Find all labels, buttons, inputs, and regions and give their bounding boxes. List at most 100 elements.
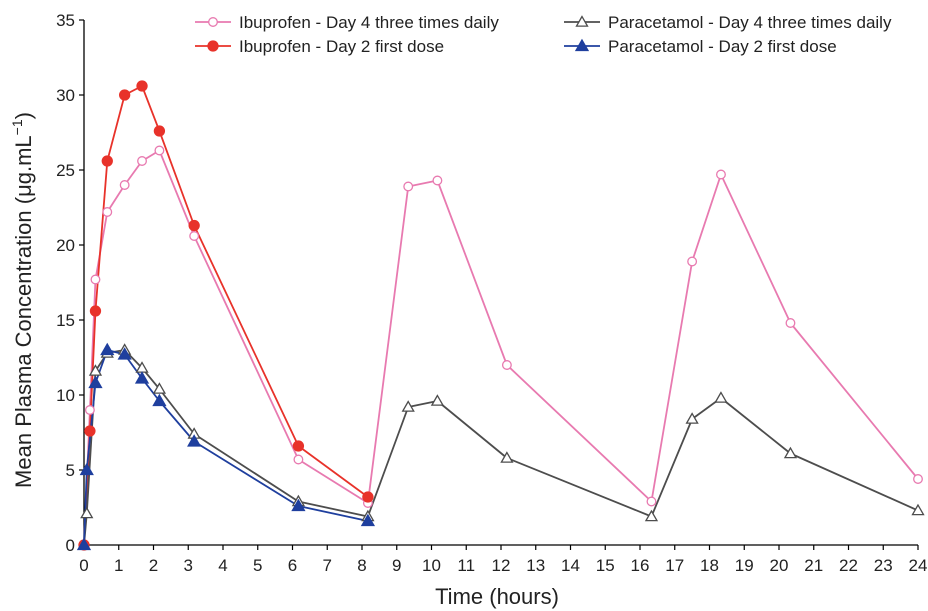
data-point	[154, 145, 165, 156]
legend-marker	[574, 38, 590, 52]
data-point	[500, 451, 514, 463]
x-tick-label: 17	[665, 556, 684, 575]
legend: Ibuprofen - Day 4 three times daily Ibupr…	[195, 13, 892, 56]
x-tick-label: 22	[839, 556, 858, 575]
x-tick-label: 14	[561, 556, 580, 575]
y-tick-label: 5	[66, 461, 75, 480]
data-point	[79, 462, 94, 476]
data-point	[785, 318, 796, 328]
data-point	[119, 89, 131, 101]
legend-label: Paracetamol - Day 2 first dose	[608, 37, 837, 56]
axes	[83, 20, 918, 546]
legend-label: Paracetamol - Day 4 three times daily	[608, 13, 892, 32]
data-point	[88, 375, 103, 389]
data-point	[152, 393, 167, 407]
data-point	[89, 305, 102, 317]
data-point	[134, 371, 150, 384]
data-point	[90, 274, 101, 285]
data-point	[80, 506, 94, 519]
data-point	[401, 400, 415, 412]
data-point	[403, 181, 414, 192]
x-tick-label: 3	[184, 556, 193, 575]
data-point	[362, 491, 374, 503]
y-axis-label-close: )	[11, 112, 36, 119]
x-tick-label: 6	[288, 556, 297, 575]
series-line-3	[83, 349, 369, 546]
data-point	[783, 446, 798, 459]
x-axis-ticks: 0 1 2 3 4 5 6 7 8 9 10 11 12 13 14 15 16 17 18 19 20 21 22 23 24	[79, 545, 927, 575]
y-axis-label-main: Mean Plasma Concentration (μg.mL	[11, 135, 36, 488]
data-point	[153, 125, 166, 137]
x-tick-label: 16	[631, 556, 650, 575]
data-point	[644, 509, 659, 522]
data-point	[716, 169, 726, 180]
x-tick-label: 12	[492, 556, 511, 575]
data-point	[88, 364, 103, 376]
data-point	[100, 342, 115, 356]
y-axis-ticks: 0 5 10 15 20 25 30 35	[56, 11, 84, 555]
x-tick-label: 18	[700, 556, 719, 575]
data-point	[687, 256, 698, 267]
data-point	[137, 156, 147, 166]
data-point	[360, 513, 376, 527]
data-point	[152, 382, 167, 394]
x-tick-label: 21	[804, 556, 823, 575]
data-point	[293, 454, 304, 465]
y-tick-label: 20	[56, 236, 75, 255]
data-point	[646, 496, 657, 507]
y-tick-label: 0	[66, 536, 75, 555]
series-line-0	[83, 149, 919, 546]
data-point	[101, 155, 113, 167]
series-lines	[83, 85, 919, 546]
y-axis-label-superscript: −1	[9, 119, 25, 135]
data-point	[685, 412, 699, 424]
data-point	[102, 207, 113, 217]
data-point	[714, 391, 728, 403]
data-point	[189, 231, 200, 241]
x-tick-label: 8	[357, 556, 366, 575]
y-tick-label: 35	[56, 11, 75, 30]
y-axis-label: Mean Plasma Concentration (μg.mL−1)	[9, 112, 36, 488]
x-tick-label: 23	[874, 556, 893, 575]
x-axis-label: Time (hours)	[435, 584, 559, 609]
legend-marker	[575, 15, 589, 27]
data-point	[432, 175, 443, 186]
x-tick-label: 11	[457, 556, 475, 575]
x-tick-label: 2	[149, 556, 158, 575]
legend-label: Ibuprofen - Day 2 first dose	[239, 37, 444, 56]
x-tick-label: 4	[218, 556, 227, 575]
legend-label: Ibuprofen - Day 4 three times daily	[239, 13, 499, 32]
data-point	[430, 394, 445, 406]
x-tick-label: 24	[909, 556, 928, 575]
x-tick-label: 0	[79, 556, 88, 575]
data-point	[501, 360, 512, 370]
data-point	[119, 180, 130, 190]
y-tick-label: 30	[56, 86, 75, 105]
x-tick-label: 15	[596, 556, 615, 575]
y-tick-label: 25	[56, 161, 75, 180]
data-point	[187, 434, 202, 447]
data-point	[84, 405, 95, 415]
data-point	[292, 440, 305, 452]
series-line-2	[83, 349, 919, 546]
x-tick-label: 1	[114, 556, 123, 575]
legend-marker	[208, 17, 218, 27]
x-tick-label: 7	[323, 556, 332, 575]
x-tick-label: 20	[770, 556, 789, 575]
x-tick-label: 9	[392, 556, 401, 575]
x-tick-label: 19	[735, 556, 754, 575]
legend-marker	[207, 40, 219, 52]
data-point	[291, 498, 306, 512]
x-tick-label: 13	[526, 556, 545, 575]
x-tick-label: 5	[253, 556, 262, 575]
data-point	[188, 219, 200, 232]
data-point	[913, 474, 923, 484]
data-point	[76, 537, 92, 551]
x-tick-label: 10	[422, 556, 441, 575]
y-tick-label: 10	[56, 386, 75, 405]
series-markers	[76, 80, 925, 551]
data-point	[136, 80, 148, 92]
data-point	[911, 503, 925, 516]
y-tick-label: 15	[56, 311, 75, 330]
